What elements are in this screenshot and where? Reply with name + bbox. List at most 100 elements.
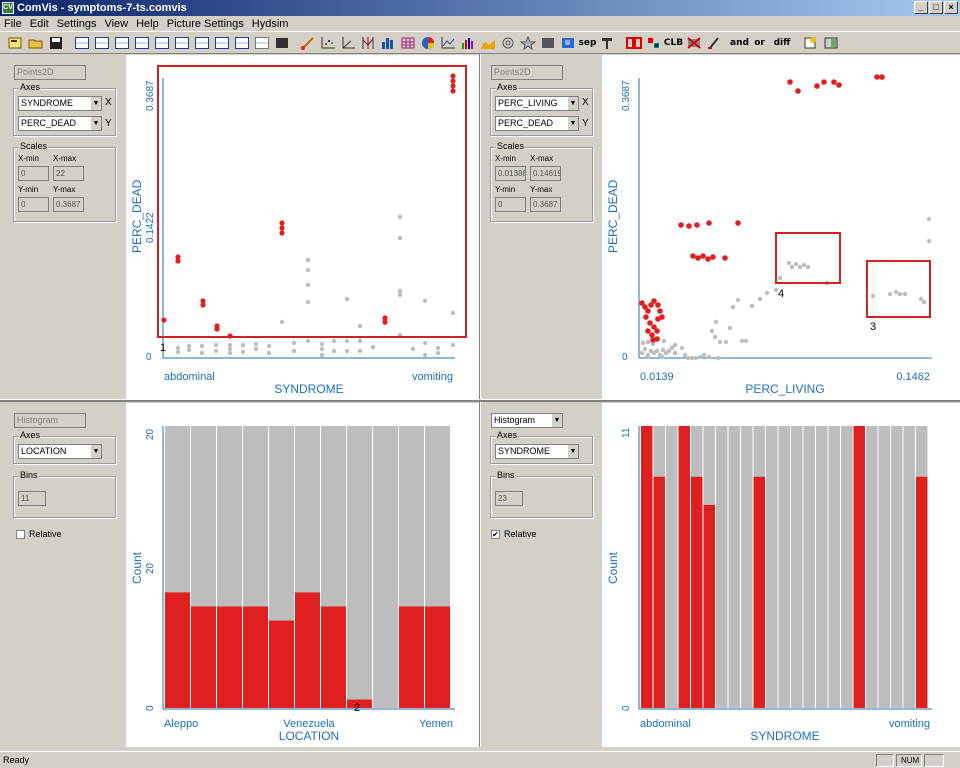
menu-edit[interactable]: Edit xyxy=(29,17,49,30)
horizontal-splitter[interactable] xyxy=(0,399,960,402)
selection-rect-4[interactable] xyxy=(775,232,841,284)
layout-icon-4[interactable] xyxy=(132,33,151,52)
field-select[interactable]: LOCATION ▼ xyxy=(18,444,102,459)
histogram-bar-selected[interactable] xyxy=(753,476,766,708)
new-icon[interactable] xyxy=(6,33,25,52)
line-chart-icon[interactable] xyxy=(438,33,457,52)
histogram-bar-selected[interactable] xyxy=(653,476,666,708)
histogram-bar-selected[interactable] xyxy=(853,426,866,708)
histogram-bar-selected[interactable] xyxy=(425,606,450,708)
ymin-field[interactable]: 0 xyxy=(18,197,49,212)
layout-icon-5[interactable] xyxy=(152,33,171,52)
brush-icon[interactable] xyxy=(298,33,317,52)
histogram-bar-total[interactable] xyxy=(728,426,741,708)
menu-settings[interactable]: Settings xyxy=(56,17,97,30)
histogram-bar-total[interactable] xyxy=(741,426,753,708)
close-button[interactable]: × xyxy=(944,1,958,14)
ymin-field[interactable]: 0 xyxy=(495,197,526,212)
histogram-bar-total[interactable] xyxy=(373,426,398,708)
bar-chart-icon[interactable] xyxy=(458,33,477,52)
scatter-plot[interactable]: 0.3687 0 PERC_DEAD 0.0139 0.1462 PERC_LI… xyxy=(602,55,960,399)
layout-icon-9[interactable] xyxy=(232,33,251,52)
checkbox-box[interactable] xyxy=(16,529,25,539)
histogram-bar-total[interactable] xyxy=(828,426,841,708)
histogram-bar-total[interactable] xyxy=(816,426,828,708)
layout-icon-11[interactable] xyxy=(272,33,291,52)
minimize-button[interactable]: _ xyxy=(914,1,928,14)
clb-button[interactable]: CLB xyxy=(663,37,684,48)
layout-icon-10[interactable] xyxy=(252,33,271,52)
histogram-bar-selected[interactable] xyxy=(916,476,928,708)
open-folder-icon[interactable] xyxy=(26,33,45,52)
xmin-field[interactable]: 0.01388 xyxy=(495,166,526,181)
layout-icon-1[interactable] xyxy=(72,33,91,52)
layout-icon-2[interactable] xyxy=(92,33,111,52)
layout-icon-8[interactable] xyxy=(212,33,231,52)
x-axis-select[interactable]: PERC_LIVING ▼ xyxy=(495,96,579,111)
selection-rect-3[interactable] xyxy=(866,260,931,318)
histogram-bar-selected[interactable] xyxy=(678,426,691,708)
layout-icon-7[interactable] xyxy=(192,33,211,52)
view-type-select[interactable]: Points2D xyxy=(491,65,563,80)
axes-icon[interactable] xyxy=(338,33,357,52)
histogram-bar-total[interactable] xyxy=(903,426,916,708)
menu-hydsim[interactable]: Hydsim xyxy=(251,17,289,30)
xmax-field[interactable]: 22 xyxy=(53,166,84,181)
histogram-bar-total[interactable] xyxy=(841,426,853,708)
histogram-bar-selected[interactable] xyxy=(321,606,346,708)
field-select[interactable]: SYNDROME ▼ xyxy=(495,444,579,459)
menu-help[interactable]: Help xyxy=(136,17,159,30)
scatter-plot-icon[interactable] xyxy=(318,33,337,52)
histogram-bar-total[interactable] xyxy=(891,426,903,708)
histogram-bar-total[interactable] xyxy=(803,426,816,708)
grid-chart-icon[interactable] xyxy=(398,33,417,52)
histogram-bar-selected[interactable] xyxy=(295,592,320,708)
panel-icon[interactable] xyxy=(821,33,840,52)
histogram-bar-selected[interactable] xyxy=(269,620,294,708)
surface-icon[interactable] xyxy=(538,33,557,52)
and-button[interactable]: and xyxy=(730,37,749,48)
histogram-chart[interactable]: 11 0 Count abdominal vomiting SYNDROME xyxy=(602,403,960,747)
view-type-select[interactable]: Points2D xyxy=(14,65,86,80)
histogram-bar-selected[interactable] xyxy=(165,592,190,708)
parallel-coords-icon[interactable] xyxy=(358,33,377,52)
plot-area[interactable]: 0.3687 0.1422 0 PERC_DEAD abdominal vomi… xyxy=(126,55,479,399)
histogram-bar-total[interactable] xyxy=(878,426,891,708)
or-button[interactable]: or xyxy=(754,37,765,48)
export-icon[interactable] xyxy=(801,33,820,52)
hammer-icon[interactable] xyxy=(598,33,617,52)
layout-icon-6[interactable] xyxy=(172,33,191,52)
histogram-bar-total[interactable] xyxy=(778,426,791,708)
view-type-select[interactable]: Histogram xyxy=(14,413,86,428)
histogram-bar-total[interactable] xyxy=(791,426,803,708)
xmax-field[interactable]: 0.14619 xyxy=(530,166,561,181)
color-select-icon[interactable] xyxy=(644,33,663,52)
selection-rect-1[interactable] xyxy=(157,65,467,338)
relative-checkbox[interactable]: ✔ Relative xyxy=(491,529,537,539)
histogram-bar-selected[interactable] xyxy=(691,476,703,708)
x-axis-select[interactable]: SYNDROME ▼ xyxy=(18,96,102,111)
relative-checkbox[interactable]: Relative xyxy=(16,529,62,539)
menu-file[interactable]: File xyxy=(4,17,22,30)
bins-field[interactable]: 11 xyxy=(18,491,46,506)
maximize-button[interactable]: □ xyxy=(929,1,943,14)
save-icon[interactable] xyxy=(46,33,65,52)
star-plot-icon[interactable] xyxy=(518,33,537,52)
pencil-icon[interactable] xyxy=(704,33,723,52)
pie-chart-icon[interactable] xyxy=(418,33,437,52)
histogram-bar-selected[interactable] xyxy=(399,606,424,708)
view-type-select[interactable]: Histogram ▼ xyxy=(491,413,563,428)
diff-button[interactable]: diff xyxy=(773,37,791,48)
histogram-bar-selected[interactable] xyxy=(243,606,268,708)
scatter-plot[interactable]: 0.3687 0.1422 0 PERC_DEAD abdominal vomi… xyxy=(126,55,479,399)
histogram-bar-total[interactable] xyxy=(666,426,678,708)
map-icon[interactable] xyxy=(558,33,577,52)
histogram-bar-selected[interactable] xyxy=(347,699,372,708)
y-axis-select[interactable]: PERC_DEAD ▼ xyxy=(18,116,102,131)
sep-button[interactable]: sep xyxy=(578,37,597,48)
histogram-bar-selected[interactable] xyxy=(191,606,216,708)
checkbox-box[interactable]: ✔ xyxy=(491,529,500,539)
bins-field[interactable]: 23 xyxy=(495,491,523,506)
plot-area[interactable]: 20 20 0 Count Aleppo Venezuela Yemen LOC… xyxy=(126,403,479,747)
ymax-field[interactable]: 0.3687 xyxy=(530,197,561,212)
